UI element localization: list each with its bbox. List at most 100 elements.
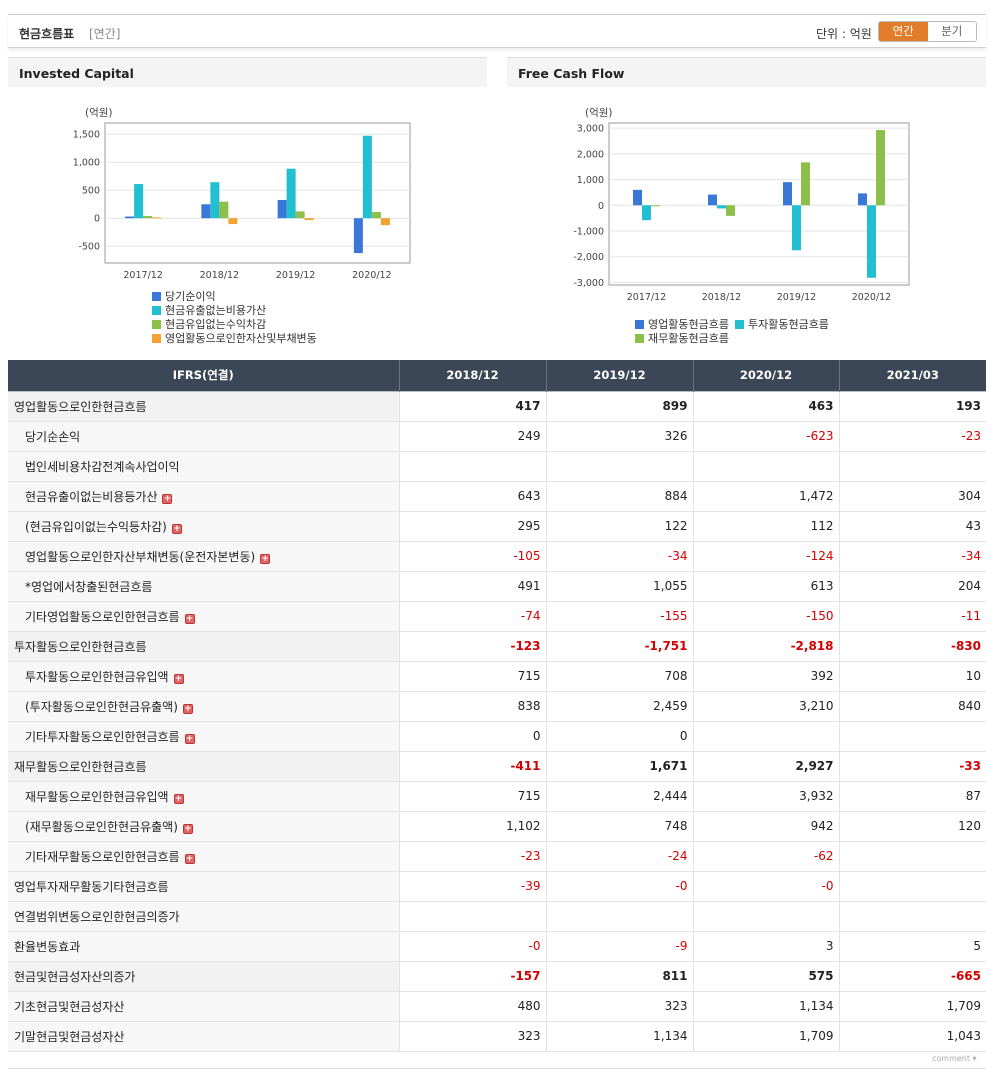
bar	[295, 211, 305, 219]
table-cell: 3,210	[692, 691, 839, 722]
bar	[125, 216, 135, 219]
y-tick-label: 0	[94, 214, 100, 225]
table-cell: -411	[398, 750, 546, 782]
expand-plus-icon[interactable]: +	[182, 823, 193, 834]
invested-capital-panel-header: Invested Capital	[8, 57, 487, 87]
y-tick-label: 500	[82, 186, 100, 197]
expand-plus-icon[interactable]: +	[162, 493, 173, 504]
x-tick-label: 2017/12	[627, 292, 666, 303]
table-cell: 491	[398, 571, 546, 602]
row-label-text: (현금유입이없는수익등차감)	[25, 519, 167, 534]
table-cell: 5	[838, 930, 986, 962]
table-cell: -11	[838, 601, 986, 632]
expand-plus-icon[interactable]: +	[182, 703, 193, 714]
table-cell: 942	[692, 811, 839, 842]
table-cell: 3,932	[692, 781, 839, 812]
row-label-text: 환율변동효과	[14, 939, 81, 954]
row-label-text: 현금및현금성자산의증가	[14, 969, 136, 984]
row-label: 기말현금및현금성자산	[8, 1020, 399, 1052]
table-cell	[545, 900, 693, 932]
tab-quarter[interactable]: 분기	[927, 22, 976, 41]
table-cell	[838, 900, 986, 932]
table-row: (재무활동으로인한현금유출액) +1,102 748 942 120	[8, 811, 986, 842]
legend-item: 영업활동으로인한자산및부채변동	[152, 332, 366, 346]
legend-swatch	[734, 320, 744, 329]
row-label: 기초현금및현금성자산	[8, 990, 399, 1022]
table-cell	[838, 451, 986, 482]
table-cell: 2,444	[545, 781, 693, 812]
row-label: 기타투자활동으로인한현금흐름 +	[8, 721, 399, 752]
bar	[708, 194, 717, 206]
expand-plus-icon[interactable]: +	[184, 613, 195, 624]
row-label-text: (투자활동으로인한현금유출액)	[25, 699, 178, 714]
bar	[783, 182, 792, 206]
tab-annual[interactable]: 연간	[879, 22, 928, 41]
row-label-text: 기타투자활동으로인한현금흐름	[25, 729, 180, 744]
row-label-text: 연결범위변동으로인한현금의증가	[14, 909, 180, 924]
legend-swatch	[635, 334, 644, 343]
table-cell: -124	[692, 541, 839, 572]
y-unit-label: (억원)	[585, 107, 613, 119]
table-cell: -34	[838, 541, 986, 572]
expand-plus-icon[interactable]: +	[173, 793, 184, 804]
table-cell: -1,751	[545, 630, 693, 662]
row-label: 투자활동으로인한현금흐름	[8, 630, 399, 662]
expand-plus-icon[interactable]: +	[184, 733, 195, 744]
table-cell: 575	[692, 960, 839, 992]
free-cash-flow-legend: 영업활동현금흐름 투자활동현금흐름재무활동현금흐름	[635, 318, 895, 346]
table-row: 기타영업활동으로인한현금흐름 + -74 -155 -150 -11	[8, 601, 986, 632]
table-cell: 112	[692, 511, 839, 542]
expand-plus-icon[interactable]: +	[260, 553, 271, 564]
legend-swatch	[635, 320, 644, 329]
free-cash-flow-chart: (억원) -3,000 -2,000 -1,000 0 1,000 2,000 3,000 20…	[573, 107, 910, 303]
row-label: 영업투자재무활동기타현금흐름	[8, 870, 399, 902]
bar	[362, 135, 372, 219]
table-cell: 0	[398, 721, 546, 752]
table-cell: 811	[545, 960, 693, 992]
invested-capital-chart: (억원) -500 0 500 1,000 1,500 2017/12 2018/12 2019…	[73, 107, 411, 281]
legend-label: 현금유출없는비용가산	[165, 304, 267, 317]
table-cell: 1,671	[545, 750, 693, 782]
y-tick-label: 3,000	[577, 124, 604, 135]
table-cell: 249	[398, 421, 546, 452]
table-cell	[838, 870, 986, 902]
y-tick-label: -1,000	[573, 227, 604, 238]
row-label: 현금및현금성자산의증가	[8, 960, 399, 992]
table-row: 현금유출이없는비용등가산 +643 884 1,472 304	[8, 481, 986, 512]
comment-link[interactable]: comment ▾	[932, 1054, 977, 1063]
table-row: 영업투자재무활동기타현금흐름 -39 -0 -0	[8, 870, 986, 902]
table-body: 영업활동으로인한현금흐름 417 899 463 193 당기순손익 249 326 -623-…	[8, 390, 986, 1052]
table-cell: 1,043	[838, 1020, 986, 1052]
bar	[304, 218, 314, 221]
row-label-text: 영업활동으로인한자산부채변동(운전자본변동)	[25, 549, 256, 564]
bar	[867, 205, 876, 278]
expand-plus-icon[interactable]: +	[184, 853, 195, 864]
table-cell: 417	[398, 390, 546, 422]
table-cell: 295	[398, 511, 546, 542]
bar	[143, 215, 153, 219]
table-cell	[692, 721, 839, 752]
table-row: 재무활동으로인한현금흐름 -411 1,671 2,927 -33	[8, 750, 986, 782]
table-cell: 708	[545, 661, 693, 692]
row-label-text: 영업활동으로인한현금흐름	[14, 399, 147, 414]
table-cell: -33	[838, 750, 986, 782]
legend-label: 현금유입없는수익차감	[165, 318, 267, 331]
header-2019: 2019/12	[545, 360, 693, 391]
bar	[380, 218, 390, 226]
row-label-text: 투자활동으로인한현금흐름	[14, 639, 147, 654]
table-cell: 1,709	[838, 990, 986, 1022]
table-cell: -0	[398, 930, 546, 962]
row-label: 법인세비용차감전계속사업이익	[8, 451, 399, 482]
expand-plus-icon[interactable]: +	[171, 523, 182, 534]
table-cell: 87	[838, 781, 986, 812]
row-label-text: *영업에서창출된현금흐름	[25, 579, 153, 594]
y-tick-label: -2,000	[573, 252, 604, 263]
legend-swatch	[152, 320, 161, 329]
table-cell: 613	[692, 571, 839, 602]
legend-item: 당기순이익	[152, 290, 366, 304]
table-cell: -157	[398, 960, 546, 992]
expand-plus-icon[interactable]: +	[173, 673, 184, 684]
legend-item: 재무활동현금흐름	[635, 332, 729, 346]
legend-label: 당기순이익	[165, 290, 216, 303]
table-cell: 323	[398, 1020, 546, 1052]
